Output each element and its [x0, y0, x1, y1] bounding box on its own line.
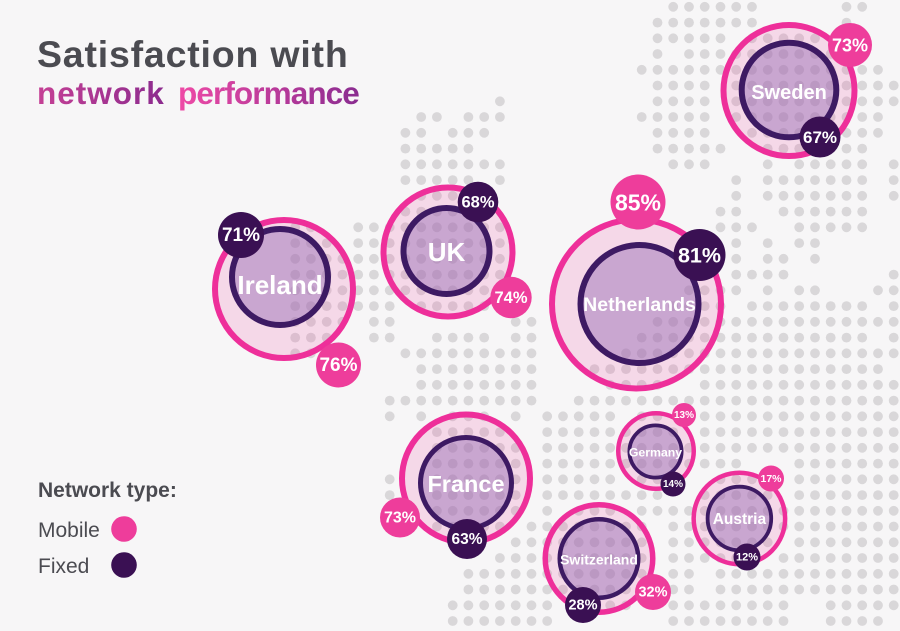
svg-text:17%: 17%	[760, 473, 782, 485]
svg-text:Satisfaction with: Satisfaction with	[37, 33, 349, 75]
svg-text:67%: 67%	[803, 128, 837, 147]
svg-text:UK: UK	[428, 237, 466, 267]
svg-text:81%: 81%	[678, 244, 721, 268]
svg-text:74%: 74%	[494, 289, 527, 307]
svg-text:Austria: Austria	[713, 511, 767, 528]
svg-text:76%: 76%	[319, 355, 357, 376]
svg-text:32%: 32%	[638, 585, 667, 601]
svg-text:14%: 14%	[663, 479, 683, 490]
svg-text:Netherlands: Netherlands	[583, 294, 696, 316]
svg-text:73%: 73%	[832, 36, 868, 56]
svg-text:Sweden: Sweden	[751, 82, 827, 104]
svg-text:France: France	[427, 471, 504, 497]
svg-text:network: network	[37, 75, 165, 111]
svg-text:Network type:: Network type:	[38, 479, 177, 502]
svg-text:Germany: Germany	[629, 446, 682, 460]
svg-text:Fixed: Fixed	[38, 555, 89, 578]
svg-text:28%: 28%	[568, 598, 597, 614]
svg-text:Mobile: Mobile	[38, 519, 100, 542]
svg-text:performance: performance	[178, 75, 359, 111]
svg-text:73%: 73%	[384, 510, 416, 527]
svg-text:63%: 63%	[451, 531, 482, 548]
svg-text:Switzerland: Switzerland	[560, 552, 638, 568]
svg-text:68%: 68%	[461, 194, 494, 212]
svg-text:Ireland: Ireland	[237, 270, 322, 300]
svg-text:13%: 13%	[674, 410, 694, 421]
svg-text:12%: 12%	[736, 552, 758, 564]
svg-text:71%: 71%	[222, 225, 260, 246]
svg-text:85%: 85%	[615, 190, 661, 216]
